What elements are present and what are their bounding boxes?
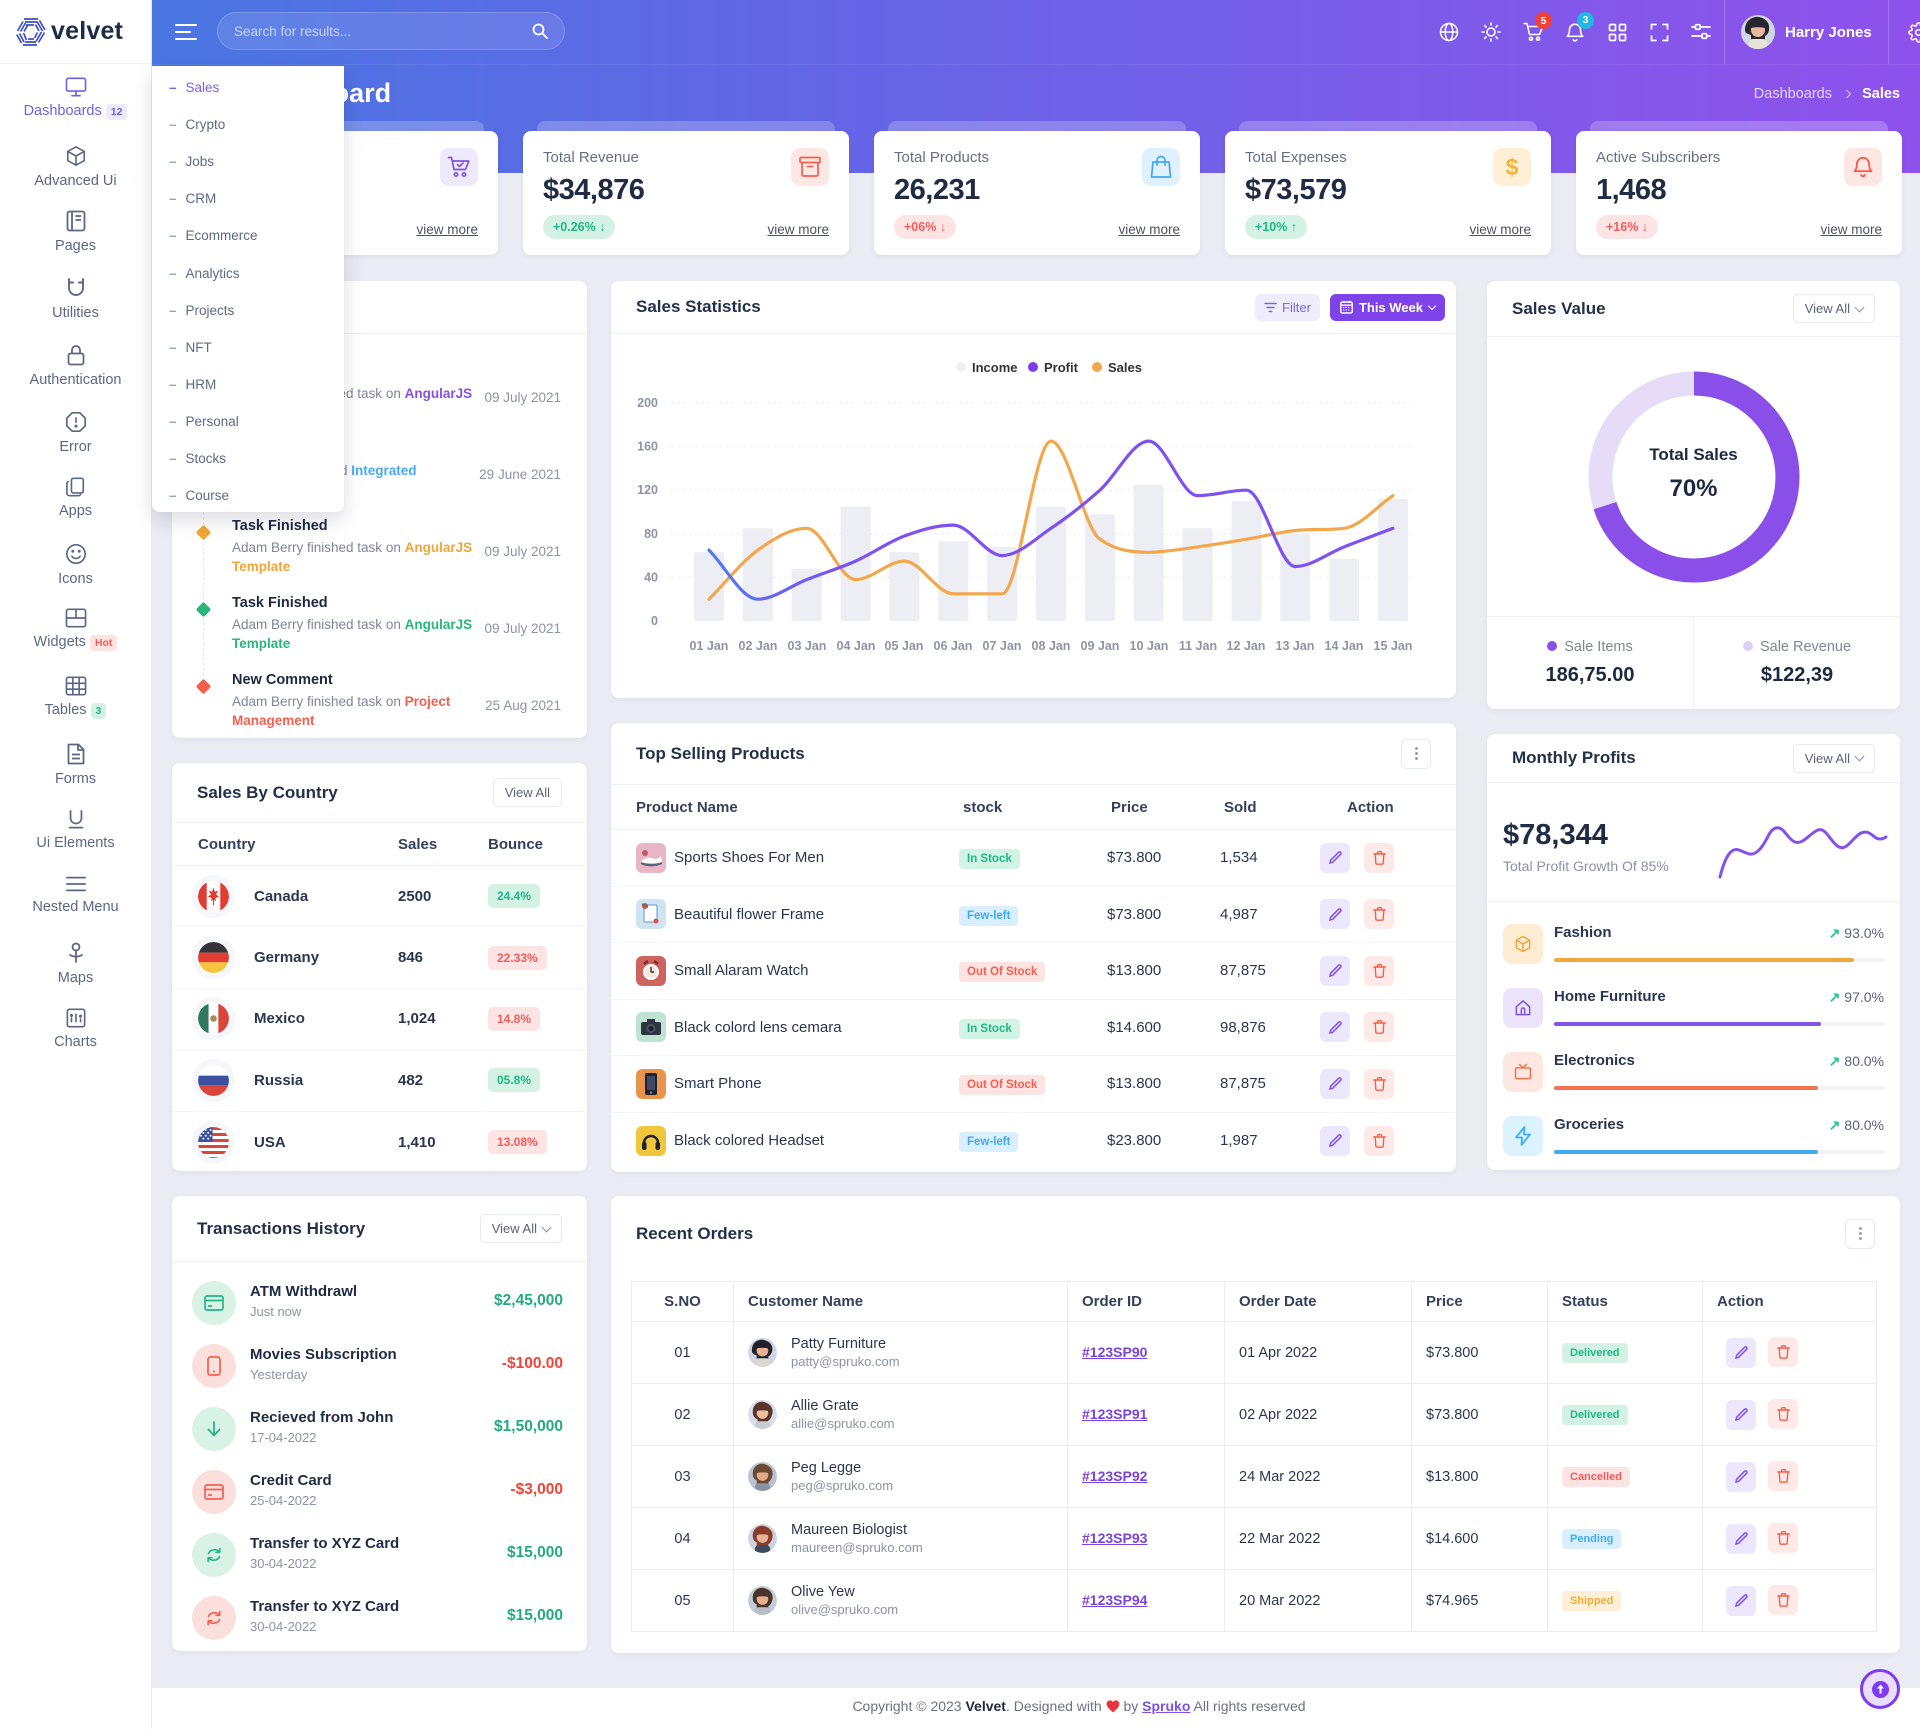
svg-text:Profit: Profit <box>1044 360 1079 375</box>
svg-text:01 Jan: 01 Jan <box>690 639 729 653</box>
svg-text:Sales: Sales <box>1108 360 1142 375</box>
svg-text:80: 80 <box>644 527 658 541</box>
svg-text:14 Jan: 14 Jan <box>1325 639 1364 653</box>
svg-text:13 Jan: 13 Jan <box>1276 639 1315 653</box>
svg-text:09 Jan: 09 Jan <box>1081 639 1120 653</box>
svg-text:15 Jan: 15 Jan <box>1374 639 1413 653</box>
svg-text:07 Jan: 07 Jan <box>983 639 1022 653</box>
svg-text:04 Jan: 04 Jan <box>837 639 876 653</box>
svg-text:120: 120 <box>637 483 658 497</box>
svg-text:12 Jan: 12 Jan <box>1227 639 1266 653</box>
svg-text:08 Jan: 08 Jan <box>1032 639 1071 653</box>
svg-text:02 Jan: 02 Jan <box>739 639 778 653</box>
svg-text:11 Jan: 11 Jan <box>1179 639 1217 653</box>
svg-text:160: 160 <box>637 440 658 454</box>
svg-text:03 Jan: 03 Jan <box>788 639 827 653</box>
svg-text:06 Jan: 06 Jan <box>934 639 973 653</box>
svg-text:200: 200 <box>637 396 658 410</box>
svg-text:40: 40 <box>644 570 658 584</box>
svg-text:0: 0 <box>651 614 658 628</box>
svg-text:Income: Income <box>972 360 1018 375</box>
svg-text:05 Jan: 05 Jan <box>885 639 924 653</box>
svg-text:10 Jan: 10 Jan <box>1130 639 1169 653</box>
